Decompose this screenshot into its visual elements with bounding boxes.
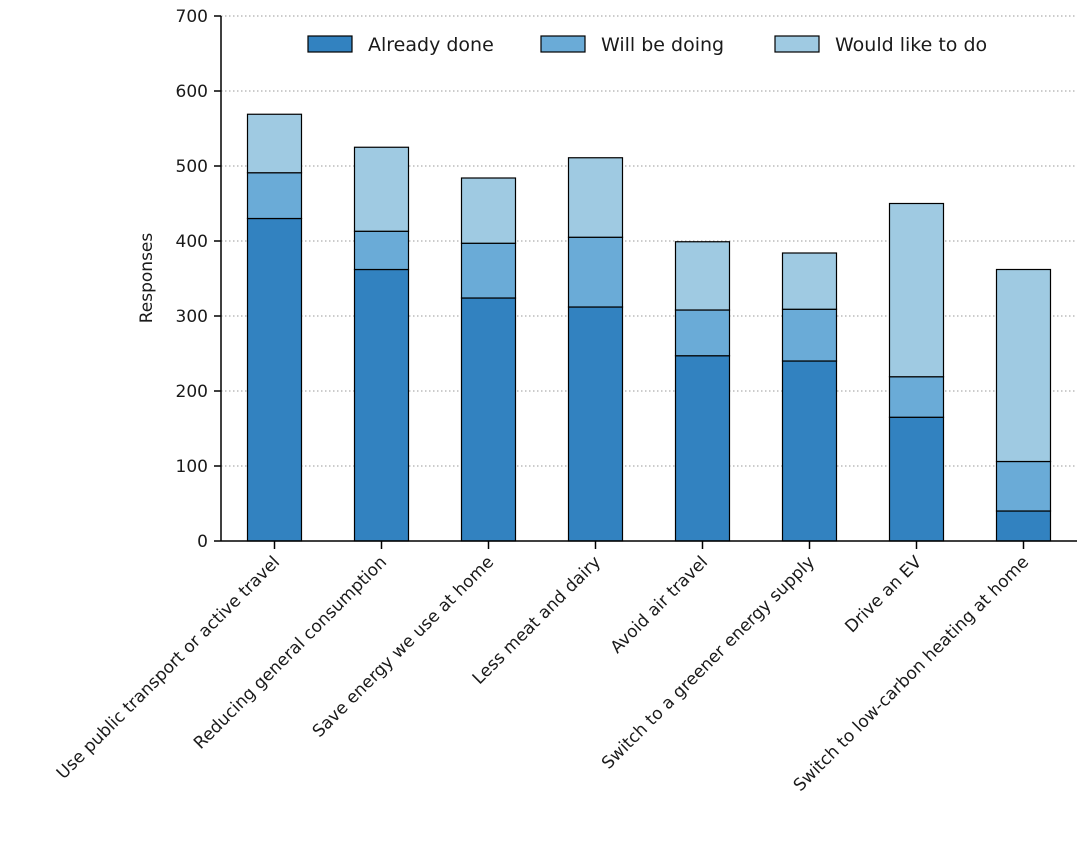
bar-segment [995, 510, 1052, 542]
bar-segment [246, 172, 303, 220]
legend: Already done Will be doing Would like to d… [307, 34, 987, 56]
legend-label: Would like to do [835, 34, 987, 56]
gridlines [221, 15, 1077, 467]
x-ticks: Use public transport or active travelRed… [53, 541, 1033, 796]
x-category-label: Switch to a greener energy supply [598, 552, 819, 773]
legend-label: Already done [368, 34, 494, 56]
bars [246, 113, 1052, 542]
bar-segment [674, 355, 731, 542]
bar-segment [888, 202, 945, 378]
legend-swatch [540, 35, 586, 53]
bar-segment [888, 416, 945, 542]
x-category-label: Avoid air travel [607, 552, 712, 657]
bar-segment [353, 268, 410, 542]
bar-segment [781, 252, 838, 310]
y-tick-label: 400 [176, 232, 208, 252]
axes [220, 16, 1077, 542]
bar-segment [567, 306, 624, 542]
legend-label: Will be doing [601, 34, 724, 56]
bar-segment [888, 376, 945, 418]
bar-segment [781, 308, 838, 362]
bar-segment [460, 242, 517, 299]
bar-segment [567, 236, 624, 308]
legend-swatch [307, 35, 353, 53]
y-tick-label: 300 [176, 307, 208, 327]
y-ticks: 0 100 200 300 400 500 600 700 [176, 7, 221, 552]
bar-segment [353, 146, 410, 232]
bar-segment [995, 268, 1052, 463]
y-tick-label: 700 [176, 7, 208, 27]
bar-segment [246, 217, 303, 542]
bar-segment [567, 157, 624, 238]
y-tick-label: 200 [176, 382, 208, 402]
x-category-label: Save energy we use at home [309, 552, 498, 741]
y-tick-label: 600 [176, 82, 208, 102]
y-axis-title: Responses [137, 233, 157, 324]
bar-segment [995, 460, 1052, 512]
x-category-label: Reducing general consumption [190, 552, 391, 753]
bar-segment [353, 230, 410, 271]
y-tick-label: 500 [176, 157, 208, 177]
bar-segment [781, 360, 838, 542]
bar-segment [460, 177, 517, 244]
legend-swatch [774, 35, 820, 53]
x-category-label: Drive an EV [841, 552, 926, 637]
bar-segment [674, 309, 731, 357]
x-category-label: Use public transport or active travel [53, 552, 284, 783]
x-category-label: Switch to low-carbon heating at home [790, 552, 1033, 795]
bar-segment [246, 113, 303, 174]
y-tick-label: 100 [176, 457, 208, 477]
bar-segment [674, 241, 731, 311]
y-tick-label: 0 [197, 532, 208, 552]
bar-segment [460, 297, 517, 542]
